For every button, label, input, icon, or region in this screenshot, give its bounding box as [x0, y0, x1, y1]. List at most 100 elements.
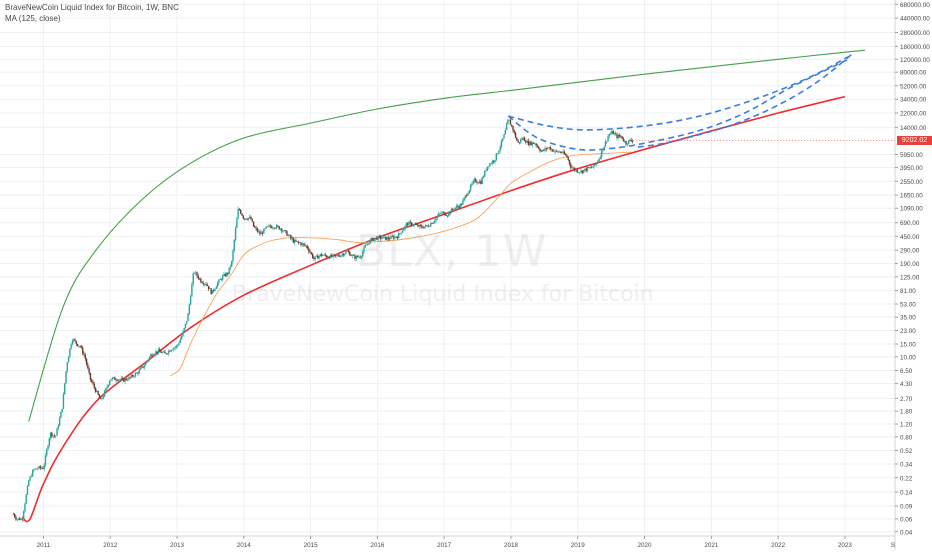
candle-body — [162, 351, 165, 353]
candle-body — [234, 227, 237, 240]
candle-body — [539, 148, 541, 152]
candle-body — [84, 354, 86, 359]
candle-body — [575, 170, 577, 171]
candle-body — [455, 205, 458, 208]
price-tick-label: 0.80 — [900, 434, 913, 441]
price-tick-label: 2550.00 — [900, 179, 923, 186]
candle-body — [103, 390, 106, 397]
candle-body — [544, 148, 546, 151]
candle-body — [161, 352, 164, 353]
candle-body — [302, 243, 305, 245]
price-tick-label: 1090.00 — [900, 206, 923, 213]
candle-body — [111, 377, 113, 380]
candle-body — [564, 154, 567, 156]
time-tick-label: S — [891, 542, 895, 549]
candle-body — [410, 222, 413, 226]
candle-body — [268, 225, 270, 227]
candle-body — [555, 150, 558, 152]
candle-body — [409, 221, 411, 223]
candle-body — [405, 223, 408, 226]
candle-body — [484, 170, 486, 177]
candle-body — [493, 160, 495, 162]
candle-body — [277, 225, 279, 227]
candle-body — [579, 172, 581, 173]
price-tick-label: 0.52 — [900, 448, 913, 455]
upper-dashed-projection — [508, 56, 849, 131]
candle-body — [333, 254, 336, 256]
price-tick-label: 1650.00 — [900, 193, 923, 200]
candle-body — [171, 349, 174, 351]
price-tick-label: 4.30 — [900, 381, 913, 388]
time-tick-label: 2017 — [437, 542, 452, 549]
indicator-legend[interactable]: MA (125, close) — [5, 14, 61, 23]
candle-body — [223, 274, 225, 276]
candle-body — [531, 142, 533, 146]
candle-body — [273, 227, 275, 229]
candle-body — [486, 166, 489, 171]
candle-body — [437, 214, 440, 217]
candle-body — [586, 167, 589, 171]
price-tick-label: 450.00 — [900, 234, 920, 241]
chart-title[interactable]: BraveNewCoin Liquid Index for Bitcoin, 1… — [5, 3, 179, 12]
candle-body — [183, 327, 185, 332]
candle-body — [34, 468, 36, 470]
lower-red-curve — [23, 95, 846, 523]
candle-body — [332, 254, 334, 257]
price-tick-label: 0.34 — [900, 461, 913, 468]
candle-body — [431, 223, 433, 224]
candle-body — [76, 343, 79, 347]
candle-body — [417, 224, 419, 227]
candle-body — [449, 212, 451, 214]
candle-body — [331, 254, 333, 257]
candle-body — [272, 227, 274, 229]
candle-body — [399, 233, 401, 234]
candle-body — [110, 379, 112, 382]
candle-body — [102, 396, 104, 399]
candle-body — [572, 167, 575, 169]
time-tick-label: 2021 — [704, 542, 719, 549]
candle-body — [96, 390, 98, 392]
candle-body — [139, 367, 142, 370]
candle-body — [480, 181, 482, 184]
candle-body — [380, 236, 382, 239]
candle-body — [540, 151, 542, 152]
candle-body — [295, 240, 297, 242]
candle-body — [534, 143, 536, 145]
candle-body — [392, 236, 395, 239]
candle-body — [441, 212, 444, 213]
candle-body — [281, 228, 283, 232]
candle-body — [418, 225, 420, 227]
candle-body — [611, 131, 613, 134]
candle-body — [489, 163, 491, 167]
candle-body — [347, 250, 350, 253]
candle-body — [627, 140, 630, 145]
candle-body — [585, 168, 587, 171]
candle-body — [381, 238, 383, 239]
candle-body — [581, 170, 584, 173]
candle-body — [367, 243, 369, 245]
candle-body — [529, 141, 531, 146]
candle-body — [435, 218, 437, 222]
candle-body — [305, 245, 307, 247]
candle-body — [155, 351, 157, 355]
candle-body — [237, 209, 239, 219]
candle-body — [615, 133, 617, 135]
candle-body — [159, 349, 161, 352]
candle-body — [257, 231, 260, 232]
candle-body — [612, 131, 614, 135]
candle-body — [290, 235, 292, 239]
candle-body — [588, 167, 590, 168]
candle-body — [17, 518, 20, 520]
candle-body — [453, 209, 455, 210]
candle-body — [174, 347, 176, 348]
candle-body — [397, 233, 400, 239]
candle-body — [135, 372, 138, 374]
candle-body — [98, 394, 101, 398]
candle-body — [178, 342, 180, 345]
candle-body — [175, 345, 178, 348]
candle-body — [342, 254, 345, 256]
candle-body — [571, 167, 573, 169]
candle-body — [197, 275, 200, 279]
